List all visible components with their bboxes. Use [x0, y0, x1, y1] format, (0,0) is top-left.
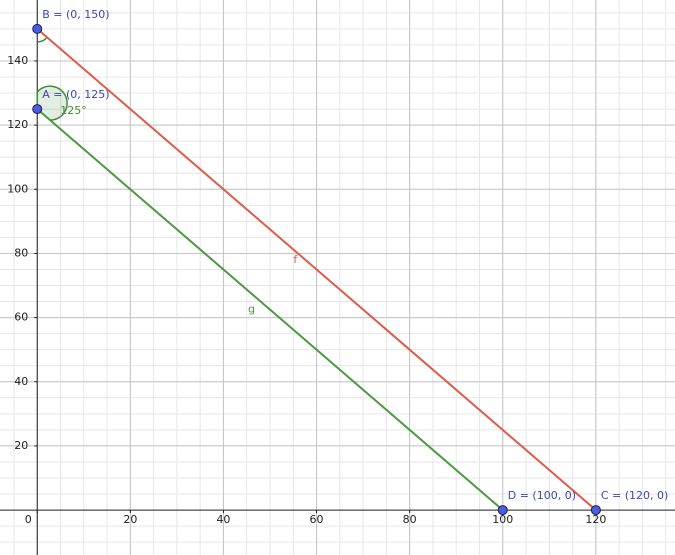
y-tick-label: 20 — [14, 439, 28, 452]
point-label: B = (0, 150) — [42, 8, 109, 21]
angle-label: 125° — [60, 104, 87, 117]
y-tick-label: 80 — [14, 246, 28, 259]
x-tick-label: 120 — [585, 513, 606, 526]
x-tick-label: 20 — [123, 513, 137, 526]
point — [32, 104, 43, 115]
x-tick-label: 100 — [492, 513, 513, 526]
segment-label: g — [248, 303, 255, 316]
x-tick-label: 60 — [310, 513, 324, 526]
point — [32, 23, 43, 34]
point — [590, 505, 601, 516]
point-label: D = (100, 0) — [508, 489, 576, 502]
x-tick-label: 0 — [25, 513, 32, 526]
angle-arc — [36, 85, 68, 121]
point-label: A = (0, 125) — [42, 88, 109, 101]
y-tick-label: 120 — [7, 118, 28, 131]
x-tick-label: 80 — [403, 513, 417, 526]
point — [497, 505, 508, 516]
y-tick-label: 60 — [14, 311, 28, 324]
segment — [36, 108, 504, 511]
point-label: C = (120, 0) — [601, 489, 668, 502]
segment — [36, 28, 597, 511]
y-tick-label: 40 — [14, 375, 28, 388]
segment-label: f — [293, 253, 298, 266]
y-tick-label: 100 — [7, 182, 28, 195]
y-tick-label: 140 — [7, 54, 28, 67]
angle-arc-b — [37, 36, 48, 43]
x-tick-label: 40 — [216, 513, 230, 526]
